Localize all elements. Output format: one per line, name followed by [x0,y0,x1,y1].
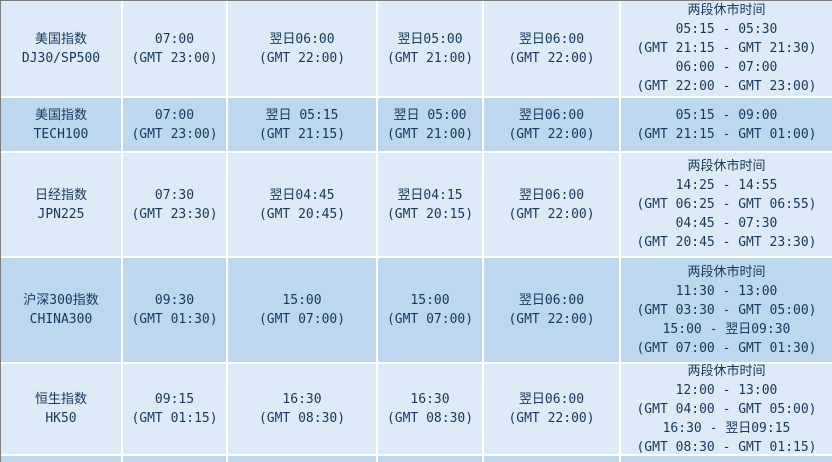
partial-next-row-cell [484,456,619,462]
cell-close-time-3: 翌日06:00 (GMT 22:00) [484,1,619,96]
cell-open-time: 07:30 (GMT 23:30) [123,153,226,256]
cell-close-time-3: 翌日06:00 (GMT 22:00) [484,258,619,362]
cell-index-name: 恒生指数 HK50 [1,364,121,454]
partial-next-row-cell [621,456,832,462]
cell-break-times: 两段休市时间 05:15 - 05:30 (GMT 21:15 - GMT 21… [621,1,832,96]
cell-open-time: 09:15 (GMT 01:15) [123,364,226,454]
cell-index-name: 日经指数 JPN225 [1,153,121,256]
cell-break-times: 两段休市时间 12:00 - 13:00 (GMT 04:00 - GMT 05… [621,364,832,454]
cell-break-times: 两段休市时间 14:25 - 14:55 (GMT 06:25 - GMT 06… [621,153,832,256]
cell-close-time-2: 翌日04:15 (GMT 20:15) [378,153,482,256]
cell-close-time-1: 翌日 05:15 (GMT 21:15) [228,98,376,151]
cell-close-time-2: 翌日05:00 (GMT 21:00) [378,1,482,96]
cell-index-name: 沪深300指数 CHINA300 [1,258,121,362]
partial-next-row-cell [1,456,121,462]
cell-close-time-1: 16:30 (GMT 08:30) [228,364,376,454]
cell-close-time-3: 翌日06:00 (GMT 22:00) [484,98,619,151]
cell-close-time-1: 15:00 (GMT 07:00) [228,258,376,362]
cell-close-time-2: 16:30 (GMT 08:30) [378,364,482,454]
cell-open-time: 07:00 (GMT 23:00) [123,98,226,151]
cell-index-name: 美国指数 TECH100 [1,98,121,151]
partial-next-row-cell [228,456,376,462]
cell-open-time: 09:30 (GMT 01:30) [123,258,226,362]
cell-close-time-1: 翌日04:45 (GMT 20:45) [228,153,376,256]
cell-break-times: 05:15 - 09:00 (GMT 21:15 - GMT 01:00) [621,98,832,151]
partial-next-row-cell [378,456,482,462]
cell-close-time-3: 翌日06:00 (GMT 22:00) [484,153,619,256]
partial-next-row-cell [123,456,226,462]
cell-close-time-2: 15:00 (GMT 07:00) [378,258,482,362]
cell-open-time: 07:00 (GMT 23:00) [123,1,226,96]
cell-close-time-3: 翌日06:00 (GMT 22:00) [484,364,619,454]
cell-close-time-2: 翌日 05:00 (GMT 21:00) [378,98,482,151]
cell-index-name: 美国指数 DJ30/SP500 [1,1,121,96]
cell-close-time-1: 翌日06:00 (GMT 22:00) [228,1,376,96]
cell-break-times: 两段休市时间 11:30 - 13:00 (GMT 03:30 - GMT 05… [621,258,832,362]
